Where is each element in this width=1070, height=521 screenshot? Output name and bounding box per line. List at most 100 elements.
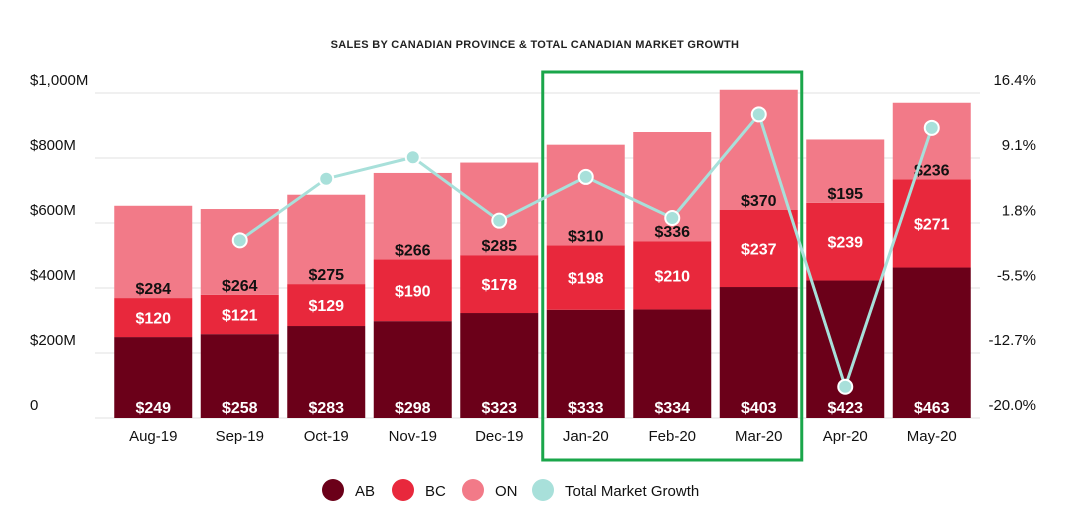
data-label-ab: $423 [827,400,863,417]
growth-point [491,212,508,229]
data-label-bc: $129 [308,298,344,315]
bar-ab [633,309,712,418]
y-left-tick-label: 0 [30,397,38,414]
x-tick-label: Apr-20 [823,428,868,445]
bar-bc [200,294,279,335]
y-left-tick-label: $800M [30,137,76,154]
data-label-on: $236 [914,162,950,179]
data-label-bc: $237 [741,242,777,259]
y-axis-right: -20.0% -12.7% -5.5% 1.8% 9.1% 16.4% [988,72,1036,414]
growth-point [664,210,681,226]
y-right-tick-label: 9.1% [1002,137,1036,154]
data-label-ab: $403 [741,400,777,417]
y-right-tick-label: -5.5% [997,268,1036,285]
x-tick-label: Mar-20 [735,428,783,445]
x-tick-label: Nov-19 [389,428,437,445]
data-label-on: $284 [135,281,171,298]
data-label-ab: $463 [914,400,950,417]
y-left-tick-label: $1,000M [30,72,88,89]
data-label-on: $370 [741,193,777,210]
bar-on [892,102,971,180]
data-label-bc: $210 [654,268,690,285]
growth-point [404,149,421,166]
growth-point [837,378,854,395]
legend-label: BC [425,483,446,500]
data-label-ab: $258 [222,400,258,417]
x-tick-label: Jan-20 [563,428,609,445]
y-left-tick-label: $200M [30,332,76,349]
data-label-ab: $298 [395,400,431,417]
bar-ab [114,337,193,418]
bar-ab [287,326,366,418]
x-tick-label: Feb-20 [648,428,696,445]
legend: AB BC ON Total Market Growth [322,479,699,501]
data-label-on: $195 [827,186,863,203]
data-label-on: $266 [395,242,431,259]
highlight-rect [541,70,804,462]
data-label-ab: $333 [568,400,604,417]
data-label-bc: $121 [222,307,258,324]
bar-bc [546,245,625,310]
growth-point [231,232,248,249]
bar-ab [719,287,798,418]
data-label-bc: $239 [827,235,863,252]
x-tick-label: May-20 [907,428,957,445]
bar-on [806,139,885,203]
bar-on [287,194,366,285]
data-label-on: $275 [308,267,344,284]
data-label-on: $336 [654,224,690,241]
growth-point [750,106,767,123]
y-right-tick-label: 16.4% [993,72,1036,89]
data-label-ab: $323 [481,400,517,417]
data-label-on: $310 [568,228,604,245]
highlight-box [541,70,804,462]
y-left-tick-label: $400M [30,267,76,284]
x-tick-label: Sep-19 [216,428,264,445]
bar-ab [460,313,539,418]
bars: $249 $120 $284 $258 $121 $264 $283 $129 $275 $298… [114,89,971,418]
data-label-ab: $334 [654,400,690,417]
data-label-bc: $198 [568,271,604,288]
legend-label: ON [495,483,518,500]
y-right-tick-label: -20.0% [988,397,1036,414]
bar-bc [892,179,971,268]
bar-ab [892,267,971,418]
legend-label: Total Market Growth [565,483,699,500]
x-tick-label: Oct-19 [304,428,349,445]
bar-on [373,172,452,260]
bar-on [546,144,625,246]
chart-title: SALES BY CANADIAN PROVINCE & TOTAL CANAD… [331,39,740,51]
data-label-on: $285 [481,238,517,255]
bar-bc [114,298,193,338]
bar-bc [719,210,798,288]
y-right-tick-label: 1.8% [1002,202,1036,219]
growth-point [318,170,335,187]
data-label-bc: $190 [395,283,431,300]
y-right-tick-label: -12.7% [988,332,1036,349]
growth-point [577,168,594,185]
legend-swatch [532,479,554,501]
growth-line [231,106,940,395]
data-label-ab: $249 [135,400,171,417]
bar-ab [200,334,279,418]
x-axis: Aug-19 Sep-19 Oct-19 Nov-19 Dec-19 Jan-20 Feb-… [129,428,957,445]
growth-point [923,119,940,136]
bar-on [114,205,193,299]
bar-bc [287,284,366,327]
legend-swatch [462,479,484,501]
x-tick-label: Dec-19 [475,428,523,445]
bar-bc [633,241,712,310]
bar-bc [806,202,885,281]
x-tick-label: Aug-19 [129,428,177,445]
legend-label: AB [355,483,375,500]
data-label-ab: $283 [308,400,344,417]
legend-swatch [392,479,414,501]
bar-bc [460,255,539,314]
y-left-tick-label: $600M [30,202,76,219]
data-label-on: $264 [222,278,258,295]
legend-swatch [322,479,344,501]
data-label-bc: $178 [481,277,517,294]
data-label-bc: $271 [914,216,950,233]
data-label-bc: $120 [135,311,171,328]
